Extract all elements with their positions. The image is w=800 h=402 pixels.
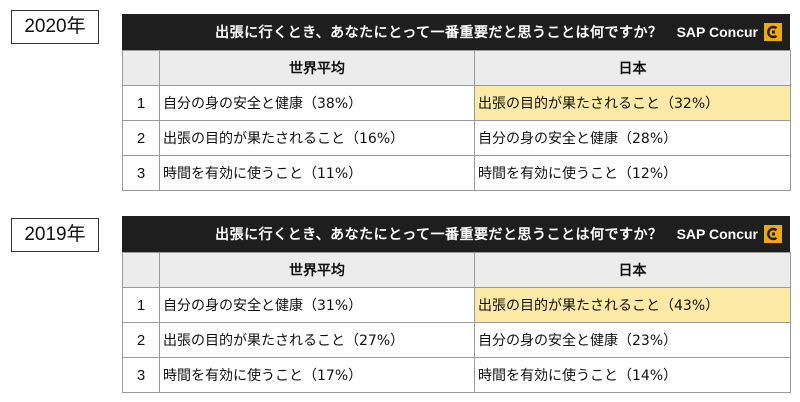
rank-column-header [122, 252, 160, 288]
japan-cell-highlighted: 出張の目的が果たされること（32%） [474, 85, 791, 121]
table-row: 1 自分の身の安全と健康（38%） 出張の目的が果たされること（32%） [122, 85, 791, 121]
world-cell: 自分の身の安全と健康（38%） [159, 85, 475, 121]
japan-cell-highlighted: 出張の目的が果たされること（43%） [474, 287, 791, 323]
japan-cell: 自分の身の安全と健康（28%） [474, 120, 791, 156]
year-label-2019: 2019年 [11, 218, 99, 252]
japan-cell: 時間を有効に使うこと（12%） [474, 155, 791, 191]
rank-cell: 3 [122, 357, 160, 393]
ranking-table: 世界平均 日本 1 自分の身の安全と健康（38%） 出張の目的が果たされること（… [122, 50, 791, 191]
world-column-header: 世界平均 [159, 50, 475, 86]
japan-cell: 時間を有効に使うこと（14%） [474, 357, 791, 393]
ranking-table: 世界平均 日本 1 自分の身の安全と健康（31%） 出張の目的が果たされること（… [122, 252, 791, 393]
japan-cell: 自分の身の安全と健康（23%） [474, 322, 791, 358]
world-column-header: 世界平均 [159, 252, 475, 288]
question-header: 出張に行くとき、あなたにとって一番重要だと思うことは何ですか？ SAP Conc… [122, 14, 790, 50]
rank-cell: 2 [122, 120, 160, 156]
world-cell: 自分の身の安全と健康（31%） [159, 287, 475, 323]
table-row: 2 出張の目的が果たされること（16%） 自分の身の安全と健康（28%） [122, 120, 791, 156]
world-cell: 出張の目的が果たされること（16%） [159, 120, 475, 156]
concur-logo-icon [764, 23, 782, 41]
question-text: 出張に行くとき、あなたにとって一番重要だと思うことは何ですか？ [215, 25, 663, 41]
rank-column-header [122, 50, 160, 86]
survey-table-2020: 出張に行くとき、あなたにとって一番重要だと思うことは何ですか？ SAP Conc… [122, 14, 791, 191]
world-cell: 時間を有効に使うこと（17%） [159, 357, 475, 393]
question-text: 出張に行くとき、あなたにとって一番重要だと思うことは何ですか？ [215, 227, 663, 243]
column-header-row: 世界平均 日本 [122, 50, 791, 86]
question-header: 出張に行くとき、あなたにとって一番重要だと思うことは何ですか？ SAP Conc… [122, 216, 790, 252]
rank-cell: 1 [122, 287, 160, 323]
world-cell: 出張の目的が果たされること（27%） [159, 322, 475, 358]
rank-cell: 3 [122, 155, 160, 191]
japan-column-header: 日本 [474, 50, 791, 86]
column-header-row: 世界平均 日本 [122, 252, 791, 288]
survey-table-2019: 出張に行くとき、あなたにとって一番重要だと思うことは何ですか？ SAP Conc… [122, 216, 791, 393]
world-cell: 時間を有効に使うこと（11%） [159, 155, 475, 191]
concur-logo-icon [764, 225, 782, 243]
table-row: 3 時間を有効に使うこと（17%） 時間を有効に使うこと（14%） [122, 357, 791, 393]
year-label-2020: 2020年 [11, 10, 99, 44]
table-row: 1 自分の身の安全と健康（31%） 出張の目的が果たされること（43%） [122, 287, 791, 323]
table-row: 2 出張の目的が果たされること（27%） 自分の身の安全と健康（23%） [122, 322, 791, 358]
rank-cell: 2 [122, 322, 160, 358]
brand-name: SAP Concur [676, 226, 758, 242]
brand-name: SAP Concur [676, 24, 758, 40]
rank-cell: 1 [122, 85, 160, 121]
japan-column-header: 日本 [474, 252, 791, 288]
table-row: 3 時間を有効に使うこと（11%） 時間を有効に使うこと（12%） [122, 155, 791, 191]
